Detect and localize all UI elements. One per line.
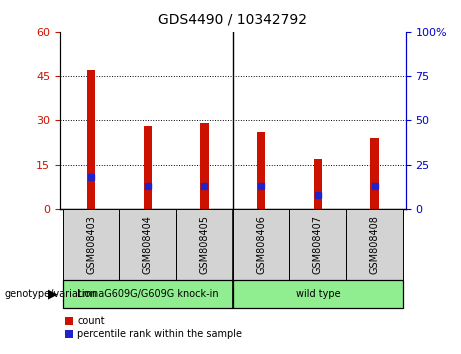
Bar: [233, 209, 290, 280]
Bar: [63, 280, 233, 308]
Bar: [370, 138, 379, 209]
Bar: [346, 209, 403, 280]
Bar: [233, 280, 403, 308]
Text: GSM808405: GSM808405: [200, 215, 209, 274]
Text: genotype/variation: genotype/variation: [5, 289, 97, 299]
Bar: [119, 209, 176, 280]
Legend: count, percentile rank within the sample: count, percentile rank within the sample: [65, 316, 242, 339]
Text: GSM808408: GSM808408: [370, 215, 379, 274]
Bar: [200, 123, 209, 209]
Text: wild type: wild type: [296, 289, 340, 299]
Text: GSM808404: GSM808404: [143, 215, 153, 274]
Bar: [257, 132, 266, 209]
Text: GSM808406: GSM808406: [256, 215, 266, 274]
Bar: [176, 209, 233, 280]
Title: GDS4490 / 10342792: GDS4490 / 10342792: [158, 12, 307, 27]
Bar: [290, 209, 346, 280]
Text: LmnaG609G/G609G knock-in: LmnaG609G/G609G knock-in: [77, 289, 219, 299]
Bar: [143, 126, 152, 209]
Text: GSM808407: GSM808407: [313, 215, 323, 274]
Text: GSM808403: GSM808403: [86, 215, 96, 274]
Bar: [87, 70, 95, 209]
Bar: [63, 209, 119, 280]
Bar: [313, 159, 322, 209]
Text: ▶: ▶: [48, 287, 58, 300]
